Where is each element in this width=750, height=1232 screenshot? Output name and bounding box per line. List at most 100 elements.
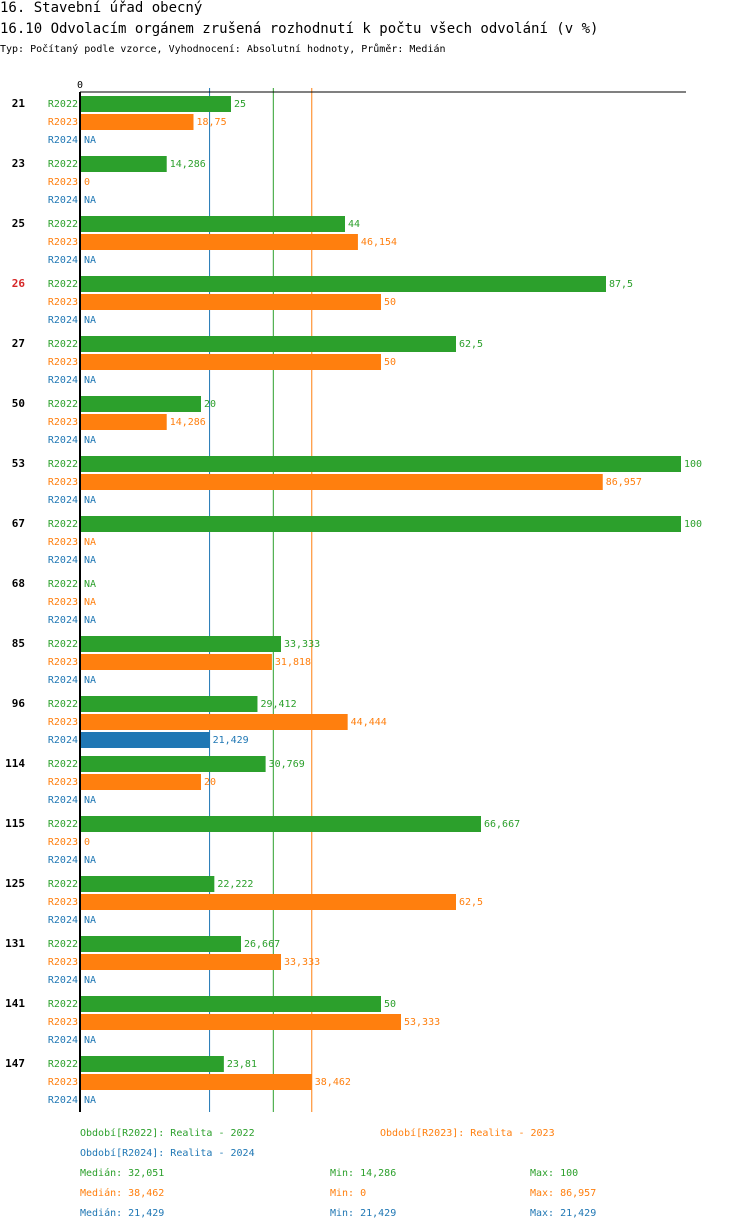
data-label: 62,5 — [459, 897, 483, 908]
series-label: R2022 — [48, 399, 78, 410]
series-label: R2024 — [48, 975, 78, 986]
data-label: NA — [84, 315, 96, 326]
series-label: R2023 — [48, 837, 78, 848]
bar — [81, 156, 167, 172]
category-label: 125 — [5, 877, 25, 890]
series-label: R2024 — [48, 855, 78, 866]
bar — [81, 876, 215, 892]
bar — [81, 954, 281, 970]
bar — [81, 696, 258, 712]
series-label: R2023 — [48, 477, 78, 488]
data-label: 20 — [204, 399, 216, 410]
bar — [81, 654, 272, 670]
series-label: R2022 — [48, 879, 78, 890]
data-label: 0 — [84, 837, 90, 848]
data-label: NA — [84, 195, 96, 206]
bar — [81, 516, 681, 532]
series-label: R2022 — [48, 219, 78, 230]
data-label: 46,154 — [361, 237, 397, 248]
category-label: 21 — [12, 97, 26, 110]
bar — [81, 474, 603, 490]
data-label: 44,444 — [351, 717, 387, 728]
series-label: R2024 — [48, 555, 78, 566]
data-label: NA — [84, 435, 96, 446]
category-label: 141 — [5, 997, 25, 1010]
data-label: 66,667 — [484, 819, 520, 830]
data-label: NA — [84, 555, 96, 566]
series-label: R2024 — [48, 255, 78, 266]
bar — [81, 114, 194, 130]
category-label: 147 — [5, 1057, 25, 1070]
category-label: 114 — [5, 757, 25, 770]
data-label: NA — [84, 579, 96, 590]
series-label: R2023 — [48, 537, 78, 548]
series-label: R2023 — [48, 417, 78, 428]
page-title: 16. Stavební úřad obecný — [0, 0, 203, 16]
data-label: 14,286 — [170, 159, 206, 170]
data-label: NA — [84, 975, 96, 986]
category-label: 68 — [12, 577, 25, 590]
category-label: 53 — [12, 457, 25, 470]
data-label: NA — [84, 915, 96, 926]
series-label: R2024 — [48, 1035, 78, 1046]
series-label: R2022 — [48, 999, 78, 1010]
category-label: 85 — [12, 637, 25, 650]
series-label: R2022 — [48, 579, 78, 590]
series-label: R2023 — [48, 357, 78, 368]
series-label: R2024 — [48, 735, 78, 746]
data-label: 14,286 — [170, 417, 206, 428]
bar — [81, 732, 210, 748]
bar — [81, 456, 681, 472]
data-label: NA — [84, 597, 96, 608]
data-label: 22,222 — [217, 879, 253, 890]
data-label: NA — [84, 1095, 96, 1106]
series-label: R2023 — [48, 897, 78, 908]
data-label: 50 — [384, 297, 396, 308]
series-label: R2022 — [48, 819, 78, 830]
bar — [81, 714, 348, 730]
series-label: R2023 — [48, 777, 78, 788]
bar — [81, 636, 281, 652]
series-label: R2024 — [48, 495, 78, 506]
data-label: NA — [84, 375, 96, 386]
category-label: 27 — [12, 337, 25, 350]
series-label: R2022 — [48, 459, 78, 470]
category-label: 50 — [12, 397, 25, 410]
bar — [81, 294, 381, 310]
bar — [81, 936, 242, 952]
series-label: R2024 — [48, 795, 78, 806]
category-label: 26 — [12, 277, 26, 290]
series-label: R2024 — [48, 195, 78, 206]
data-label: NA — [84, 795, 96, 806]
data-label: 26,667 — [244, 939, 280, 950]
series-label: R2024 — [48, 375, 78, 386]
chart-meta: Typ: Počítaný podle vzorce, Vyhodnocení:… — [0, 44, 446, 55]
bar — [81, 774, 201, 790]
data-label: 18,75 — [197, 117, 227, 128]
series-label: R2023 — [48, 597, 78, 608]
data-label: 53,333 — [404, 1017, 440, 1028]
series-label: R2022 — [48, 159, 78, 170]
series-label: R2024 — [48, 135, 78, 146]
data-label: 21,429 — [213, 735, 249, 746]
x-tick-label: 0 — [77, 80, 83, 91]
series-label: R2024 — [48, 1095, 78, 1106]
data-label: NA — [84, 855, 96, 866]
series-label: R2022 — [48, 939, 78, 950]
data-label: NA — [84, 537, 96, 548]
series-label: R2023 — [48, 957, 78, 968]
data-label: 62,5 — [459, 339, 483, 350]
data-label: 86,957 — [606, 477, 642, 488]
chart-title: 16.10 Odvolacím orgánem zrušená rozhodnu… — [0, 21, 599, 37]
series-label: R2022 — [48, 699, 78, 710]
bar — [81, 414, 167, 430]
series-label: R2022 — [48, 339, 78, 350]
series-label: R2022 — [48, 1059, 78, 1070]
data-label: 50 — [384, 999, 396, 1010]
bar — [81, 1056, 224, 1072]
bar — [81, 96, 231, 112]
data-label: NA — [84, 495, 96, 506]
bar — [81, 816, 482, 832]
series-label: R2023 — [48, 1017, 78, 1028]
data-label: 0 — [84, 177, 90, 188]
